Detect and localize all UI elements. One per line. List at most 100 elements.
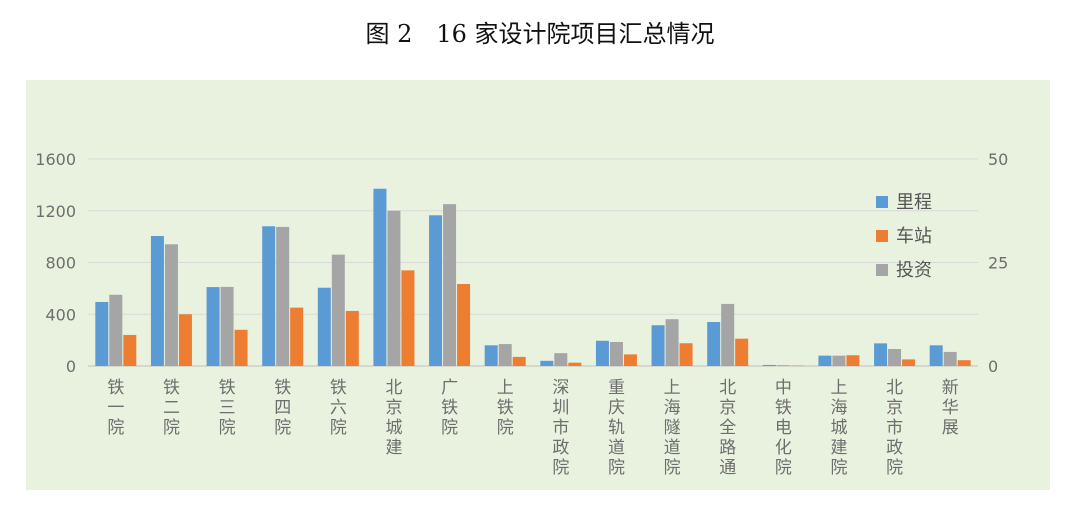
legend-swatch <box>876 230 888 242</box>
category-label: 新华展 <box>942 378 959 438</box>
category-char: 华 <box>942 398 959 418</box>
category-char: 圳 <box>552 398 569 418</box>
category-char: 北 <box>719 378 736 398</box>
bar-里程 <box>595 340 609 366</box>
category-char: 路 <box>719 438 736 458</box>
category-char: 铁 <box>497 398 514 418</box>
bar-里程 <box>818 355 832 366</box>
bar-车站 <box>623 354 637 366</box>
category-char: 院 <box>497 418 514 438</box>
category-char: 四 <box>274 398 291 418</box>
bar-车站 <box>290 307 304 366</box>
category-char: 政 <box>552 438 569 458</box>
bar-投资 <box>220 286 234 366</box>
bar-车站 <box>957 360 971 366</box>
category-char: 北 <box>886 378 903 398</box>
category-char: 院 <box>107 418 124 438</box>
bar-投资 <box>609 341 623 366</box>
category-char: 中 <box>775 378 792 398</box>
category-char: 广 <box>441 378 458 398</box>
bar-里程 <box>317 287 331 366</box>
bar-投资 <box>832 355 846 366</box>
bar-里程 <box>262 226 276 366</box>
bar-投资 <box>164 244 178 366</box>
category-char: 建 <box>830 438 847 458</box>
category-label: 铁三院 <box>219 378 236 438</box>
bar-里程 <box>929 345 943 366</box>
bar-投资 <box>943 351 957 366</box>
category-char: 一 <box>107 398 124 418</box>
category-label: 铁六院 <box>330 378 347 438</box>
category-char: 院 <box>830 458 847 478</box>
bar-里程 <box>484 345 498 366</box>
legend-label: 车站 <box>896 226 932 247</box>
bar-里程 <box>429 215 443 366</box>
legend-swatch <box>876 196 888 208</box>
category-char: 铁 <box>107 378 124 398</box>
bar-投资 <box>331 254 345 366</box>
category-char: 政 <box>886 438 903 458</box>
category-char: 化 <box>775 438 792 458</box>
bar-车站 <box>512 356 526 366</box>
category-char: 二 <box>163 398 180 418</box>
category-char: 上 <box>830 378 847 398</box>
category-char: 市 <box>552 418 569 438</box>
category-label: 广铁院 <box>441 378 458 438</box>
bar-车站 <box>401 270 415 366</box>
bar-里程 <box>540 360 554 366</box>
bar-投资 <box>109 294 123 366</box>
category-char: 院 <box>441 418 458 438</box>
bars <box>95 188 971 367</box>
legend-label: 里程 <box>896 192 932 213</box>
category-char: 通 <box>719 458 736 478</box>
bar-里程 <box>373 188 387 366</box>
bar-车站 <box>178 314 192 366</box>
figure-title: 图 2 16 家设计院项目汇总情况 <box>365 20 715 48</box>
bar-投资 <box>721 303 735 366</box>
bar-里程 <box>874 343 888 366</box>
legend-label: 投资 <box>896 260 932 281</box>
bar-里程 <box>150 235 164 366</box>
category-char: 全 <box>719 418 736 438</box>
bar-车站 <box>345 310 359 366</box>
category-char: 铁 <box>775 398 792 418</box>
category-char: 院 <box>163 418 180 438</box>
category-char: 电 <box>775 418 792 438</box>
y-tick-label: 1200 <box>35 202 76 221</box>
category-label: 铁四院 <box>274 378 291 438</box>
category-char: 院 <box>552 458 569 478</box>
category-char: 重 <box>608 378 625 398</box>
category-char: 上 <box>664 378 681 398</box>
bar-车站 <box>679 343 693 366</box>
y-tick-label: 0 <box>66 357 76 376</box>
category-char: 轨 <box>608 418 625 438</box>
category-char: 院 <box>274 418 291 438</box>
category-char: 铁 <box>219 378 236 398</box>
category-char: 京 <box>886 398 903 418</box>
category-char: 道 <box>664 438 681 458</box>
category-label: 铁一院 <box>107 378 124 438</box>
category-char: 铁 <box>441 398 458 418</box>
category-char: 铁 <box>330 378 347 398</box>
y2-tick-label: 25 <box>988 254 1008 273</box>
category-char: 院 <box>664 458 681 478</box>
chart-background <box>26 80 1050 490</box>
bar-投资 <box>665 319 679 366</box>
bar-车站 <box>123 334 137 366</box>
bar-车站 <box>457 284 471 366</box>
category-char: 隧 <box>664 418 681 438</box>
category-char: 院 <box>775 458 792 478</box>
bar-里程 <box>651 325 665 366</box>
category-char: 城 <box>385 418 402 438</box>
bar-投资 <box>554 353 568 366</box>
bar-车站 <box>234 329 248 366</box>
category-char: 展 <box>942 418 959 438</box>
